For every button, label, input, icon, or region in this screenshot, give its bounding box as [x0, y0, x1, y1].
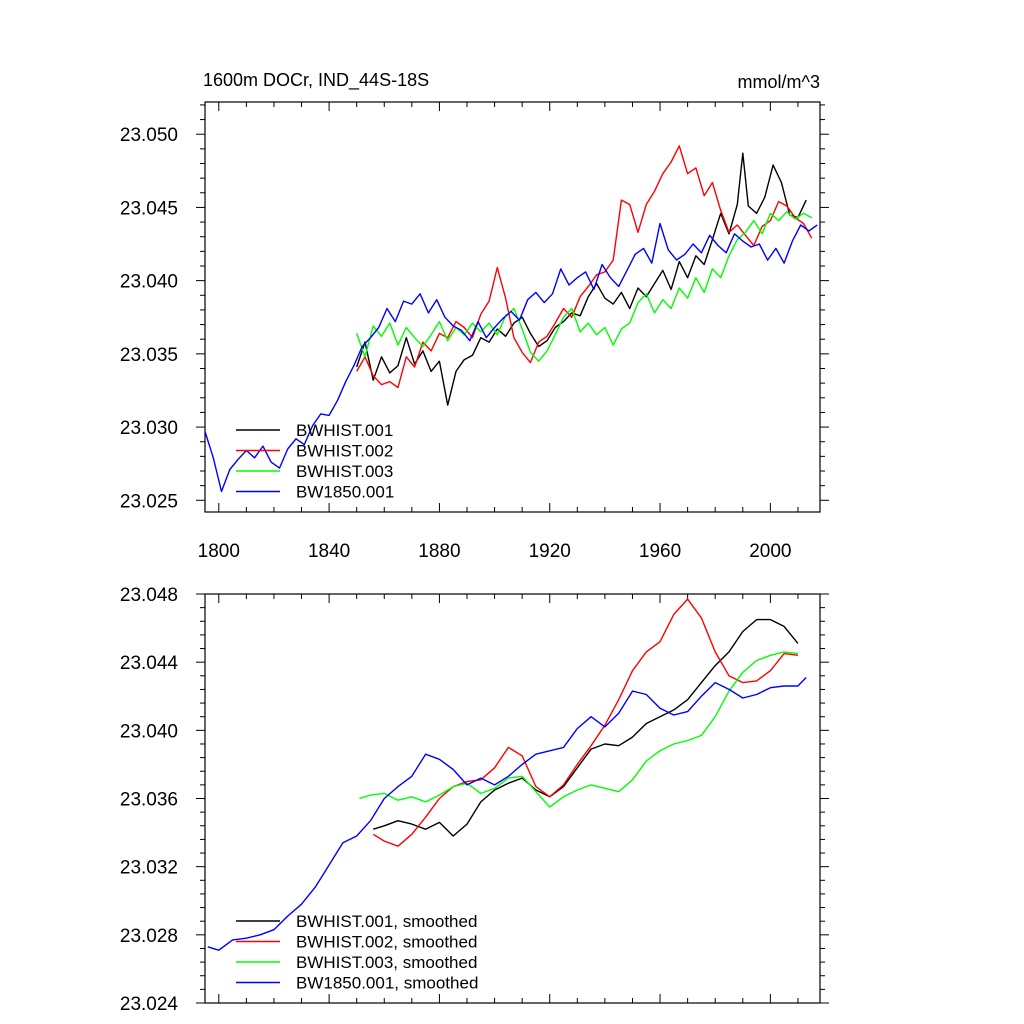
units-label: mmol/m^3 — [738, 72, 820, 92]
x-tick-label: 1880 — [418, 541, 460, 562]
y-tick-label: 23.024 — [120, 994, 179, 1015]
x-tick-label: 1800 — [198, 541, 240, 562]
legend-label: BWHIST.003, smoothed — [296, 953, 477, 972]
timeseries-panel: 1800 1840 1880 1920 1960 2000 23.025 23.030 23.0… — [120, 70, 829, 562]
series-line-bwhist-003-smoothed — [359, 651, 798, 808]
y-tick-label: 23.050 — [120, 125, 178, 146]
series-line-bw1850-001 — [205, 222, 818, 493]
y-tick-label: 23.048 — [120, 585, 178, 606]
legend-label: BWHIST.002 — [296, 442, 393, 461]
legend-label: BW1850.001 — [296, 483, 394, 502]
y-tick-label: 23.045 — [120, 198, 178, 219]
legend-label: BWHIST.002, smoothed — [296, 933, 477, 952]
legend-label: BW1850.001, smoothed — [296, 974, 478, 993]
chart-title: 1600m DOCr, IND_44S-18S — [203, 70, 429, 91]
series-line-bwhist-002 — [356, 145, 813, 389]
x-tick-label: 1920 — [529, 541, 571, 562]
x-tick-label: 1840 — [308, 541, 350, 562]
y-tick-label: 23.030 — [120, 418, 178, 439]
series-line-bwhist-001-smoothed — [372, 618, 799, 837]
y-tick-label: 23.036 — [120, 790, 178, 811]
series-line-bwhist-001 — [356, 152, 807, 406]
y-tick-label: 23.032 — [120, 858, 178, 879]
y-tick-label: 23.044 — [120, 653, 179, 674]
smoothed-panel: 23.024 23.028 23.032 23.036 23.040 23.044 23.0… — [120, 585, 829, 1015]
legend-label: BWHIST.001 — [296, 421, 393, 440]
x-tick-label: 2000 — [749, 541, 791, 562]
series-line-bwhist-002-smoothed — [372, 598, 798, 847]
legend-label: BWHIST.003 — [296, 462, 393, 481]
y-tick-label: 23.040 — [120, 272, 178, 293]
y-tick-label: 23.025 — [120, 491, 178, 512]
x-tick-label: 1960 — [639, 541, 681, 562]
plot-frame — [204, 101, 821, 513]
series-line-bwhist-003 — [356, 211, 813, 362]
y-tick-label: 23.035 — [120, 345, 178, 366]
y-tick-label: 23.028 — [120, 926, 178, 947]
series-line-bw1850-001-smoothed — [207, 677, 807, 951]
y-tick-label: 23.040 — [120, 721, 178, 742]
legend-label: BWHIST.001, smoothed — [296, 912, 477, 931]
